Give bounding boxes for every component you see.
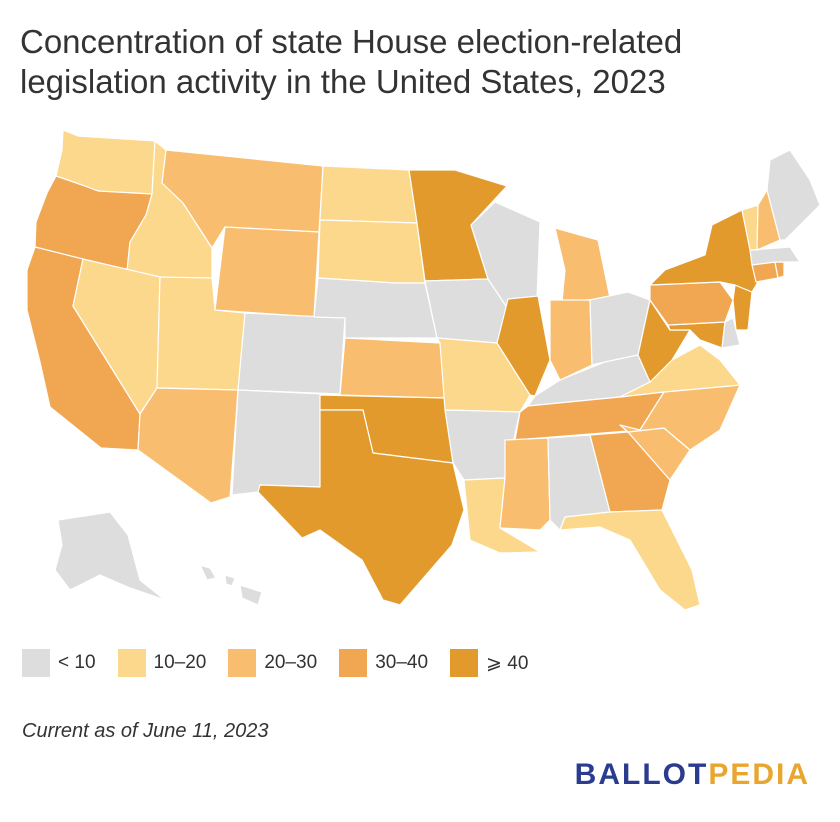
legend-item: 10–20 xyxy=(117,649,207,677)
chart-title: Concentration of state House election-re… xyxy=(20,23,683,100)
state-nebraska: Nebraska xyxy=(313,277,438,339)
logo-part-ballot: BALLOT xyxy=(574,758,709,791)
legend-swatch xyxy=(450,649,479,677)
state-florida: Florida xyxy=(559,509,701,611)
state-massachusetts: Massachusetts xyxy=(749,246,801,266)
state-georgia: Georgia xyxy=(589,431,671,513)
state-arizona: Arizona xyxy=(137,387,239,504)
state-colorado: Colorado xyxy=(237,312,346,395)
state-kansas: Kansas xyxy=(339,337,446,399)
legend-swatch xyxy=(339,649,368,677)
legend-swatch xyxy=(228,649,257,677)
legend-label: < 10 xyxy=(58,652,96,673)
map-svg: WashingtonOregonCaliforniaIdahoNevadaMon… xyxy=(26,129,821,611)
state-mississippi: Mississippi xyxy=(499,437,551,531)
legend-swatch xyxy=(117,649,146,677)
state-michigan: Michigan xyxy=(554,227,611,303)
legend-item: ⩾ 40 xyxy=(450,649,528,677)
state-south-dakota: South Dakota xyxy=(317,219,426,284)
date-note: Current as of June 11, 2023 xyxy=(22,720,269,742)
state-new-mexico: New Mexico xyxy=(231,389,324,496)
us-state-map: WashingtonOregonCaliforniaIdahoNevadaMon… xyxy=(0,118,840,638)
legend-label: 10–20 xyxy=(153,652,207,673)
legend-label: 30–40 xyxy=(375,652,429,673)
ballotpedia-logo: BALLOTPEDIA xyxy=(575,758,810,792)
state-new-jersey: New Jersey xyxy=(732,284,753,331)
state-texas: Texas xyxy=(257,409,465,606)
state-north-dakota: North Dakota xyxy=(319,165,418,224)
state-alaska: Alaska xyxy=(54,511,166,601)
logo-part-pedia: PEDIA xyxy=(708,758,810,791)
legend-label: ⩾ 40 xyxy=(486,652,529,674)
state-new-york: New York xyxy=(649,209,759,293)
legend-item: < 10 xyxy=(22,649,96,677)
legend-item: 20–30 xyxy=(228,649,317,677)
state-wyoming: Wyoming xyxy=(214,226,320,318)
state-indiana: Indiana xyxy=(549,299,593,381)
legend-item: 30–40 xyxy=(339,649,428,677)
state-maine: Maine xyxy=(766,149,821,241)
legend-swatch xyxy=(22,649,50,677)
legend: < 10 10–20 20–30 30–40 ⩾ 40 xyxy=(22,648,550,678)
state-north-carolina: North Carolina xyxy=(619,384,741,451)
state-hawaii: Hawaii xyxy=(199,564,263,606)
legend-label: 20–30 xyxy=(264,652,318,673)
state-delaware: Delaware xyxy=(721,317,741,349)
